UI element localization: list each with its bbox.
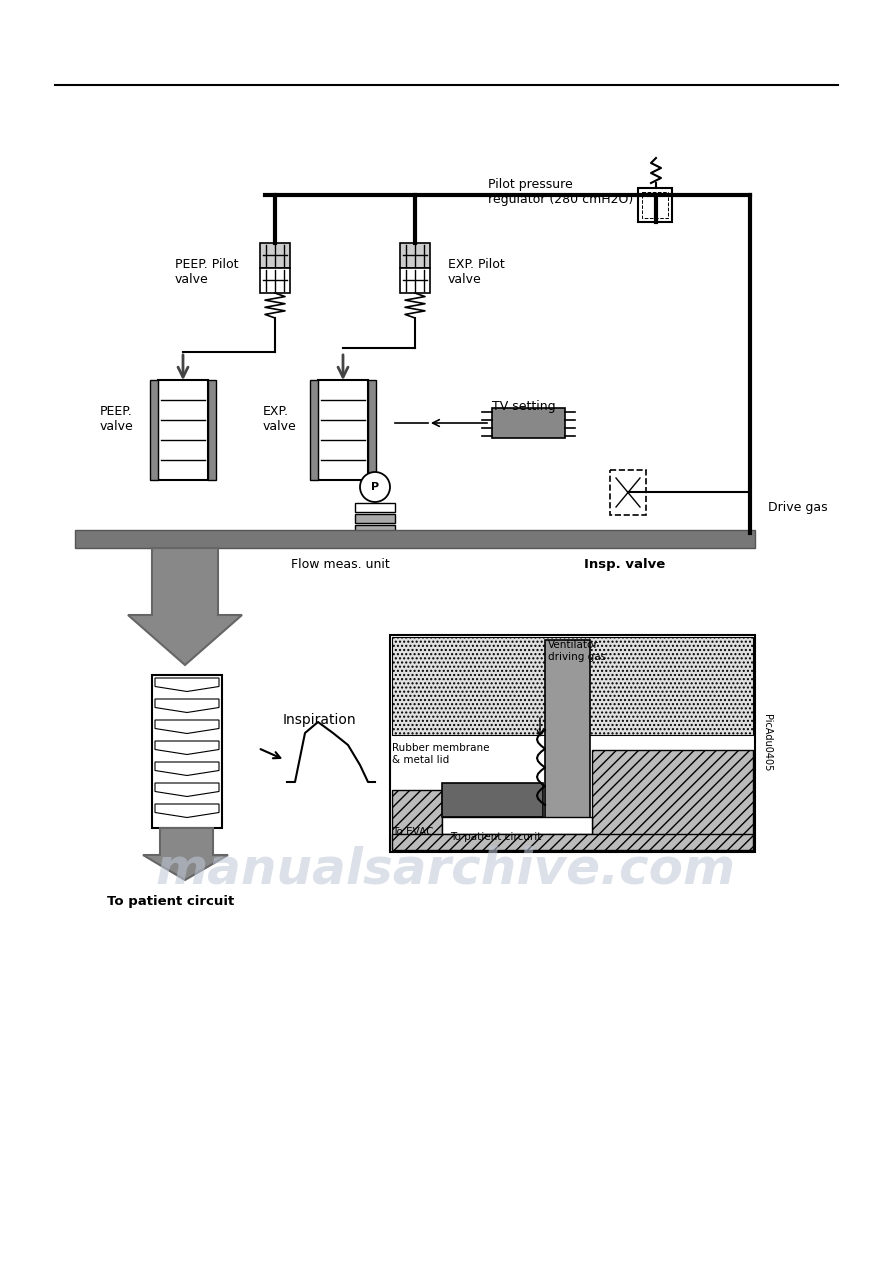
Polygon shape bbox=[158, 380, 208, 480]
Polygon shape bbox=[318, 380, 368, 480]
Polygon shape bbox=[128, 548, 242, 666]
Polygon shape bbox=[400, 268, 430, 293]
Text: Insp. valve: Insp. valve bbox=[584, 558, 665, 571]
Polygon shape bbox=[390, 635, 755, 853]
Polygon shape bbox=[355, 514, 395, 523]
Text: Drive gas: Drive gas bbox=[768, 501, 828, 514]
Polygon shape bbox=[155, 762, 219, 775]
Text: TV setting: TV setting bbox=[492, 400, 555, 413]
Text: PEEP.
valve: PEEP. valve bbox=[100, 405, 134, 433]
Text: P: P bbox=[371, 482, 379, 493]
Polygon shape bbox=[155, 678, 219, 692]
Polygon shape bbox=[155, 698, 219, 712]
Text: manualsarchive.com: manualsarchive.com bbox=[156, 846, 736, 894]
Polygon shape bbox=[152, 674, 222, 829]
Polygon shape bbox=[155, 805, 219, 817]
Polygon shape bbox=[442, 783, 543, 817]
Polygon shape bbox=[368, 380, 376, 480]
Polygon shape bbox=[442, 817, 592, 834]
Polygon shape bbox=[260, 268, 290, 293]
Text: Pilot pressure
regulator (280 cmH2O): Pilot pressure regulator (280 cmH2O) bbox=[488, 178, 633, 206]
Text: Inspiration: Inspiration bbox=[283, 714, 356, 727]
Polygon shape bbox=[392, 834, 753, 850]
Polygon shape bbox=[75, 530, 755, 548]
Polygon shape bbox=[592, 750, 753, 850]
Polygon shape bbox=[143, 829, 228, 880]
Polygon shape bbox=[400, 242, 430, 268]
Text: Flow meas. unit: Flow meas. unit bbox=[290, 558, 389, 571]
Polygon shape bbox=[155, 720, 219, 734]
Polygon shape bbox=[310, 380, 318, 480]
Text: EXP. Pilot
valve: EXP. Pilot valve bbox=[448, 258, 505, 285]
Polygon shape bbox=[638, 188, 672, 222]
Text: PEEP. Pilot
valve: PEEP. Pilot valve bbox=[175, 258, 238, 285]
Polygon shape bbox=[392, 637, 753, 735]
Text: Ventilator
driving gas: Ventilator driving gas bbox=[548, 640, 606, 662]
Circle shape bbox=[360, 472, 390, 501]
Polygon shape bbox=[355, 503, 395, 512]
Polygon shape bbox=[355, 536, 395, 546]
Text: PicAdu0405: PicAdu0405 bbox=[762, 715, 772, 772]
Text: Rubber membrane
& metal lid: Rubber membrane & metal lid bbox=[392, 743, 489, 764]
Polygon shape bbox=[155, 783, 219, 797]
Polygon shape bbox=[492, 408, 565, 438]
Polygon shape bbox=[392, 789, 442, 850]
Text: To patient circurit: To patient circurit bbox=[450, 832, 541, 842]
Polygon shape bbox=[260, 242, 290, 268]
Text: To EVAC: To EVAC bbox=[392, 827, 433, 837]
Polygon shape bbox=[208, 380, 216, 480]
Polygon shape bbox=[355, 525, 395, 534]
Polygon shape bbox=[150, 380, 158, 480]
Polygon shape bbox=[610, 470, 646, 515]
Text: To patient circuit: To patient circuit bbox=[107, 895, 234, 908]
Text: EXP.
valve: EXP. valve bbox=[263, 405, 296, 433]
Polygon shape bbox=[155, 741, 219, 754]
Polygon shape bbox=[545, 640, 590, 834]
